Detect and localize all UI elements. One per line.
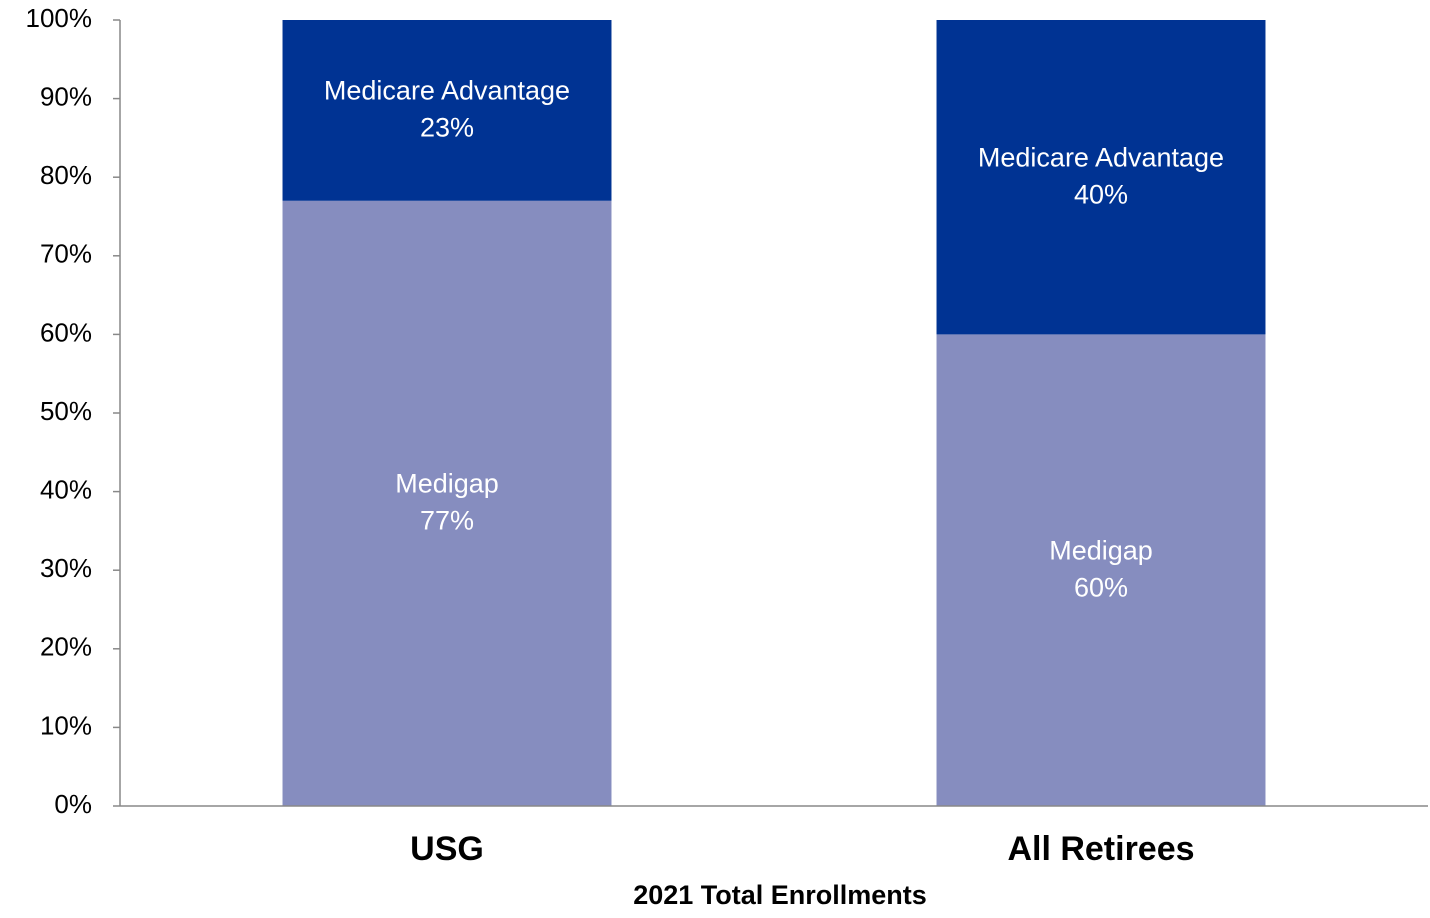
y-tick-label: 0%	[54, 789, 92, 819]
y-tick-label: 90%	[40, 81, 92, 111]
segment-label: Medicare Advantage	[978, 142, 1224, 172]
y-tick-label: 50%	[40, 396, 92, 426]
segment-label: Medigap	[395, 469, 499, 499]
y-tick-label: 60%	[40, 317, 92, 347]
x-tick-label: All Retirees	[1007, 830, 1194, 868]
y-tick-label: 70%	[40, 239, 92, 269]
y-tick-label: 10%	[40, 710, 92, 740]
data-label: 60%	[1074, 572, 1128, 602]
bar-segment	[282, 200, 612, 806]
data-label: 40%	[1074, 179, 1128, 209]
bar-segment	[936, 20, 1266, 335]
x-tick-label: USG	[410, 830, 484, 868]
y-tick-label: 30%	[40, 553, 92, 583]
bar-segment	[936, 334, 1266, 806]
segment-label: Medicare Advantage	[324, 76, 570, 106]
bar-segment	[282, 20, 612, 201]
y-tick-label: 80%	[40, 160, 92, 190]
segment-label: Medigap	[1049, 535, 1153, 565]
y-tick-label: 100%	[26, 3, 93, 33]
data-label: 77%	[420, 506, 474, 536]
y-tick-label: 20%	[40, 632, 92, 662]
x-axis-title: 2021 Total Enrollments	[633, 880, 927, 910]
y-tick-label: 40%	[40, 474, 92, 504]
data-label: 23%	[420, 113, 474, 143]
